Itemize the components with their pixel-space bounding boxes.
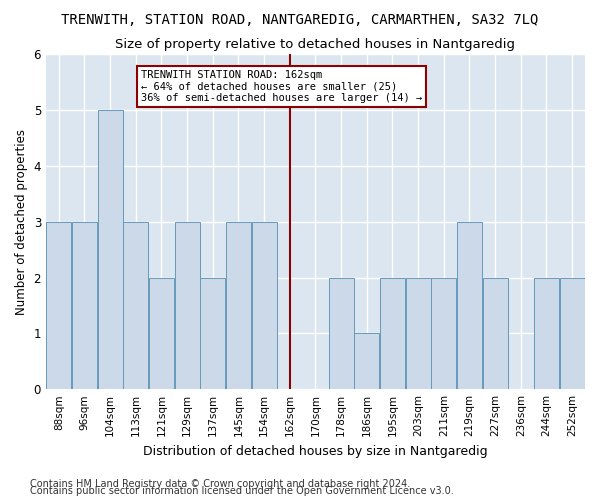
Bar: [46, 222, 71, 389]
Bar: [200, 278, 225, 389]
Text: Contains public sector information licensed under the Open Government Licence v3: Contains public sector information licen…: [30, 486, 454, 496]
Y-axis label: Number of detached properties: Number of detached properties: [15, 129, 28, 315]
Bar: [124, 222, 148, 389]
Text: Contains HM Land Registry data © Crown copyright and database right 2024.: Contains HM Land Registry data © Crown c…: [30, 479, 410, 489]
Bar: [406, 278, 431, 389]
Bar: [149, 278, 174, 389]
Bar: [380, 278, 405, 389]
Bar: [560, 278, 584, 389]
Text: TRENWITH STATION ROAD: 162sqm
← 64% of detached houses are smaller (25)
36% of s: TRENWITH STATION ROAD: 162sqm ← 64% of d…: [141, 70, 422, 103]
Bar: [329, 278, 353, 389]
Bar: [534, 278, 559, 389]
Text: TRENWITH, STATION ROAD, NANTGAREDIG, CARMARTHEN, SA32 7LQ: TRENWITH, STATION ROAD, NANTGAREDIG, CAR…: [61, 12, 539, 26]
Bar: [98, 110, 122, 389]
X-axis label: Distribution of detached houses by size in Nantgaredig: Distribution of detached houses by size …: [143, 444, 488, 458]
Bar: [483, 278, 508, 389]
Title: Size of property relative to detached houses in Nantgaredig: Size of property relative to detached ho…: [115, 38, 515, 51]
Bar: [251, 222, 277, 389]
Bar: [431, 278, 456, 389]
Bar: [226, 222, 251, 389]
Bar: [175, 222, 200, 389]
Bar: [355, 334, 379, 389]
Bar: [72, 222, 97, 389]
Bar: [457, 222, 482, 389]
